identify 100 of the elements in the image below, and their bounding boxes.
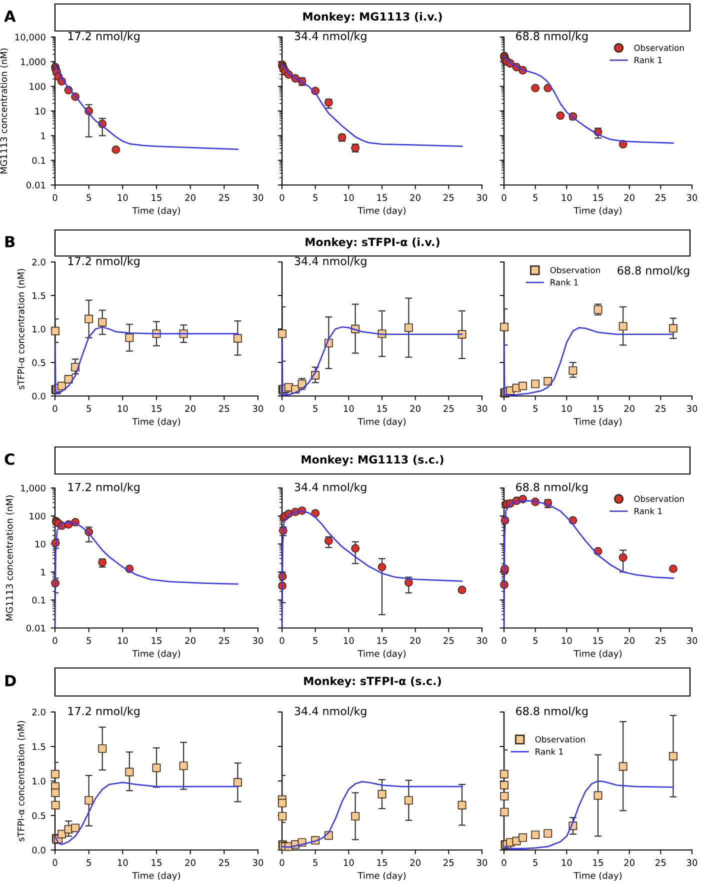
legend-label: Rank 1	[634, 508, 662, 514]
x-tick-label: 5	[86, 637, 91, 644]
chart-title: C	[4, 453, 14, 465]
x-tick-label: 20	[410, 194, 420, 202]
point	[51, 326, 60, 336]
y-tick-label: 0.5	[32, 359, 46, 366]
y-tick-label: 0.1	[32, 596, 46, 604]
point	[98, 744, 107, 753]
x-tick-label: 10	[118, 859, 128, 866]
point	[378, 562, 386, 572]
annotation: 34.4 nmol/kg	[294, 32, 366, 42]
x-tick-label: 30	[252, 405, 264, 412]
point	[618, 553, 628, 562]
x-tick-label: 30	[252, 637, 264, 644]
x-tick-label: 30	[252, 859, 264, 866]
x-tick-label: 15	[377, 859, 387, 866]
point	[64, 375, 73, 384]
x-tick-label: 25	[656, 194, 666, 202]
annotation: 17.2 nmol/kg	[68, 32, 140, 42]
x-tick-label: 10	[562, 859, 572, 866]
x-tick-label: 0	[502, 859, 506, 866]
point	[58, 382, 66, 390]
y-tick-label: 10	[35, 540, 46, 548]
x-tick-label: 15	[152, 405, 162, 412]
y-tick-label: 0.01	[26, 624, 46, 632]
point	[531, 380, 540, 388]
point	[500, 792, 509, 800]
x-tick-label: 20	[624, 859, 634, 866]
x-tick-label: 15	[152, 859, 162, 866]
y-axis-title: MG1113 concentration (nM)	[0, 48, 8, 174]
x-tick-label: 25	[444, 637, 454, 644]
y-tick-label: 100	[30, 512, 46, 520]
x-tick-label: 25	[444, 405, 454, 412]
x-tick-label: 25	[219, 405, 230, 412]
point	[458, 800, 466, 810]
x-tick-label: 30	[252, 194, 264, 202]
point	[51, 800, 60, 810]
annotation: 34.4 nmol/kg	[294, 706, 366, 718]
point	[71, 824, 80, 832]
x-tick-label: 5	[533, 859, 538, 866]
point	[618, 762, 628, 771]
chart-title: Monkey: sTFPI-α (i.v.)	[306, 238, 440, 248]
x-tick-label: 25	[444, 859, 454, 866]
point	[233, 334, 242, 343]
x-tick-label: 5	[313, 194, 318, 202]
x-tick-label: 30	[476, 859, 488, 866]
y-tick-label: 1.0	[32, 326, 46, 333]
x-tick-label: 20	[185, 194, 196, 202]
x-tick-label: 10	[344, 405, 354, 412]
x-tick-label: 5	[86, 859, 91, 866]
x-axis-title: Time (day)	[358, 872, 406, 881]
y-tick-label: 2.0	[32, 258, 46, 266]
x-axis-title: Time (day)	[574, 418, 622, 427]
x-tick-label: 5	[313, 405, 318, 412]
point	[278, 812, 287, 820]
y-tick-label: 1,000	[21, 58, 46, 66]
point	[556, 111, 565, 120]
x-tick-label: 25	[219, 637, 230, 644]
point	[51, 788, 60, 797]
x-tick-label: 5	[533, 637, 538, 644]
x-tick-label: 10	[344, 194, 354, 202]
x-tick-label: 20	[624, 194, 634, 202]
point	[544, 377, 552, 386]
point	[531, 830, 540, 840]
point	[544, 829, 552, 838]
y-tick-label: 100	[30, 83, 46, 90]
x-tick-label: 25	[219, 859, 230, 866]
x-tick-label: 15	[593, 637, 603, 644]
annotation: 68.8 nmol/kg	[516, 706, 588, 718]
y-tick-label: 10	[35, 108, 46, 115]
y-tick-label: 1.0	[32, 778, 46, 785]
x-tick-label: 20	[624, 637, 634, 644]
x-tick-label: 0	[502, 194, 506, 202]
chart-title: Monkey: MG1113 (i.v.)	[303, 12, 442, 23]
x-tick-label: 5	[533, 405, 538, 412]
x-tick-label: 0	[52, 859, 58, 866]
point	[50, 770, 60, 778]
x-tick-label: 30	[686, 194, 698, 202]
y-tick-label: 1	[41, 132, 46, 140]
point	[278, 798, 286, 808]
x-tick-label: 10	[562, 194, 572, 202]
point	[404, 578, 413, 587]
y-axis-title: MG1113 concentration (nM)	[6, 495, 14, 620]
point	[404, 796, 413, 805]
point	[58, 830, 66, 838]
point	[404, 323, 413, 332]
point	[500, 808, 509, 816]
point	[98, 318, 107, 327]
x-tick-label: 20	[185, 405, 196, 412]
point	[500, 780, 508, 790]
point	[518, 382, 528, 390]
point	[84, 796, 94, 805]
x-tick-label: 25	[656, 405, 666, 412]
y-tick-label: 0.01	[26, 182, 46, 189]
x-axis-title: Time (day)	[132, 418, 180, 427]
x-tick-label: 15	[593, 405, 603, 412]
annotation: 34.4 nmol/kg	[294, 482, 366, 494]
y-tick-label: 1.5	[32, 743, 46, 750]
point	[125, 333, 134, 342]
annotation: 17.2 nmol/kg	[68, 706, 140, 718]
